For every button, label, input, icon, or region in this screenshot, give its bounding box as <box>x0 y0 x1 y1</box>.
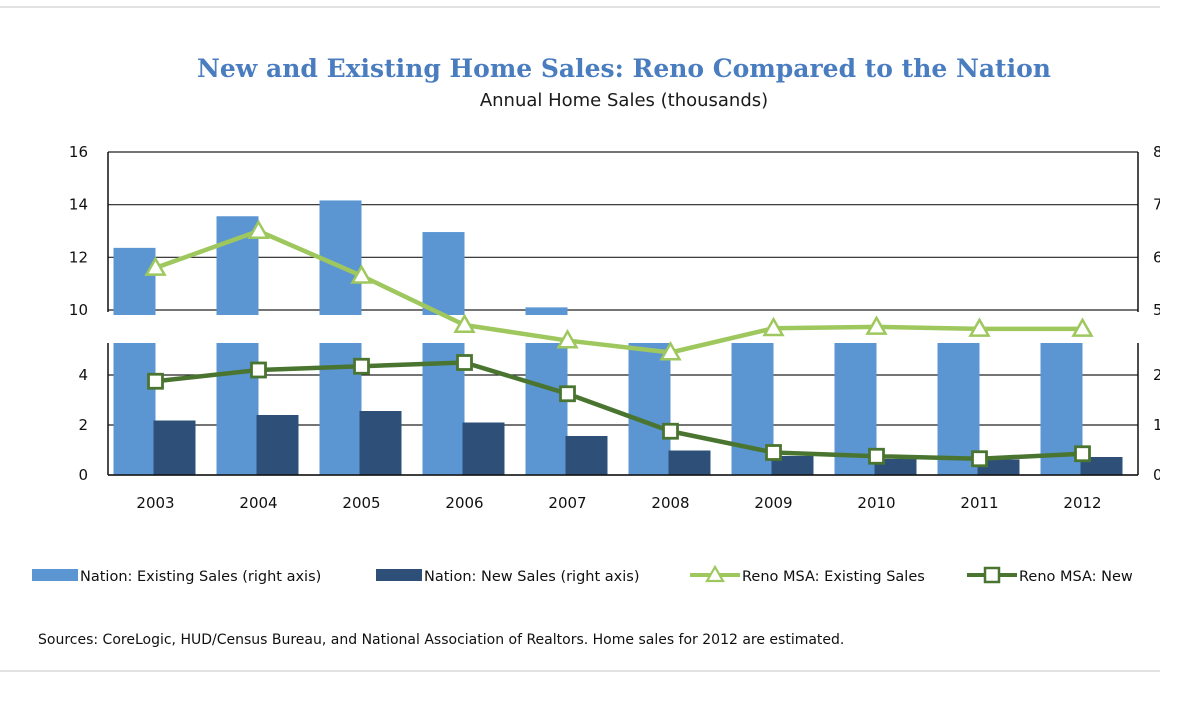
square-marker <box>353 357 370 375</box>
square-marker <box>971 450 988 468</box>
square-marker <box>559 385 576 403</box>
x-tick-label: 2008 <box>651 494 689 512</box>
legend-triangle-marker <box>705 564 725 583</box>
legend-swatch <box>32 569 78 581</box>
right-tick-label: 1 <box>1153 416 1163 434</box>
triangle-marker <box>968 317 991 337</box>
legend-square-marker <box>983 566 1001 584</box>
series-line <box>154 228 1083 355</box>
left-tick-label: 4 <box>78 366 88 384</box>
x-tick-label: 2007 <box>548 494 586 512</box>
x-tick-label: 2009 <box>754 494 792 512</box>
source-note: Sources: CoreLogic, HUD/Census Bureau, a… <box>38 632 844 648</box>
right-crop <box>1160 0 1189 708</box>
left-tick-label: 0 <box>78 466 88 484</box>
square-marker <box>250 361 267 379</box>
bar-nation-existing <box>113 247 156 475</box>
right-tick-label: 0 <box>1153 466 1163 484</box>
bottom-divider <box>0 670 1160 672</box>
square-marker <box>765 444 782 461</box>
bar-nation-new <box>874 459 917 475</box>
bar-nation-new <box>256 415 299 475</box>
top-divider <box>0 6 1160 8</box>
right-tick-label: 6 <box>1153 248 1163 266</box>
left-tick-label: 12 <box>69 248 88 266</box>
legend: Nation: Existing Sales (right axis) Natio… <box>32 550 1189 600</box>
x-tick-label: 2010 <box>857 494 895 512</box>
triangle-marker <box>247 219 270 239</box>
x-tick-label: 2012 <box>1063 494 1101 512</box>
chart-subtitle: Annual Home Sales (thousands) <box>480 90 768 111</box>
x-tick-label: 2003 <box>136 494 174 512</box>
bar-nation-new <box>462 422 505 475</box>
triangle-marker <box>144 256 167 276</box>
legend-crop <box>1160 550 1189 600</box>
x-tick-label: 2011 <box>960 494 998 512</box>
right-tick-label: 5 <box>1153 301 1163 319</box>
bar-nation-new <box>153 420 196 475</box>
bar-nation-new <box>1080 457 1123 475</box>
bar-nation-new <box>977 459 1020 475</box>
legend-label: Nation: Existing Sales (right axis) <box>80 569 321 585</box>
triangle-marker <box>350 264 373 284</box>
square-marker <box>868 447 885 465</box>
left-tick-label: 14 <box>69 196 88 214</box>
series-line <box>155 360 1083 461</box>
bar-nation-new <box>359 411 402 475</box>
legend-label: Nation: New Sales (right axis) <box>424 569 639 585</box>
lines-layer <box>144 219 1094 468</box>
left-tick-label: 10 <box>69 301 88 319</box>
triangle-marker <box>453 313 476 333</box>
bar-nation-new <box>668 450 711 475</box>
x-tick-label: 2004 <box>239 494 277 512</box>
left-tick-label: 16 <box>69 143 88 161</box>
square-marker <box>662 422 679 440</box>
triangle-marker <box>762 316 785 337</box>
legend-label: Reno MSA: New <box>1019 569 1133 585</box>
x-tick-label: 2005 <box>342 494 380 512</box>
square-marker <box>147 372 164 390</box>
bar-nation-new <box>565 436 608 475</box>
bar-nation-existing <box>422 232 465 475</box>
x-tick-label: 2006 <box>445 494 483 512</box>
triangle-marker <box>556 329 579 349</box>
chart-title: New and Existing Home Sales: Reno Compar… <box>197 54 1051 83</box>
triangle-marker <box>659 340 682 361</box>
triangle-marker <box>1071 317 1094 337</box>
right-tick-label: 2 <box>1153 366 1163 384</box>
right-tick-label: 7 <box>1153 196 1163 214</box>
bar-nation-new <box>771 456 814 475</box>
left-tick-label: 2 <box>78 416 88 434</box>
bar-nation-existing <box>216 216 259 475</box>
legend-swatch <box>376 569 422 581</box>
square-marker <box>1074 445 1091 463</box>
triangle-marker <box>865 315 888 335</box>
square-marker <box>456 354 473 371</box>
legend-label: Reno MSA: Existing Sales <box>742 569 925 585</box>
right-tick-label: 8 <box>1153 143 1163 161</box>
bar-nation-existing <box>937 321 980 475</box>
